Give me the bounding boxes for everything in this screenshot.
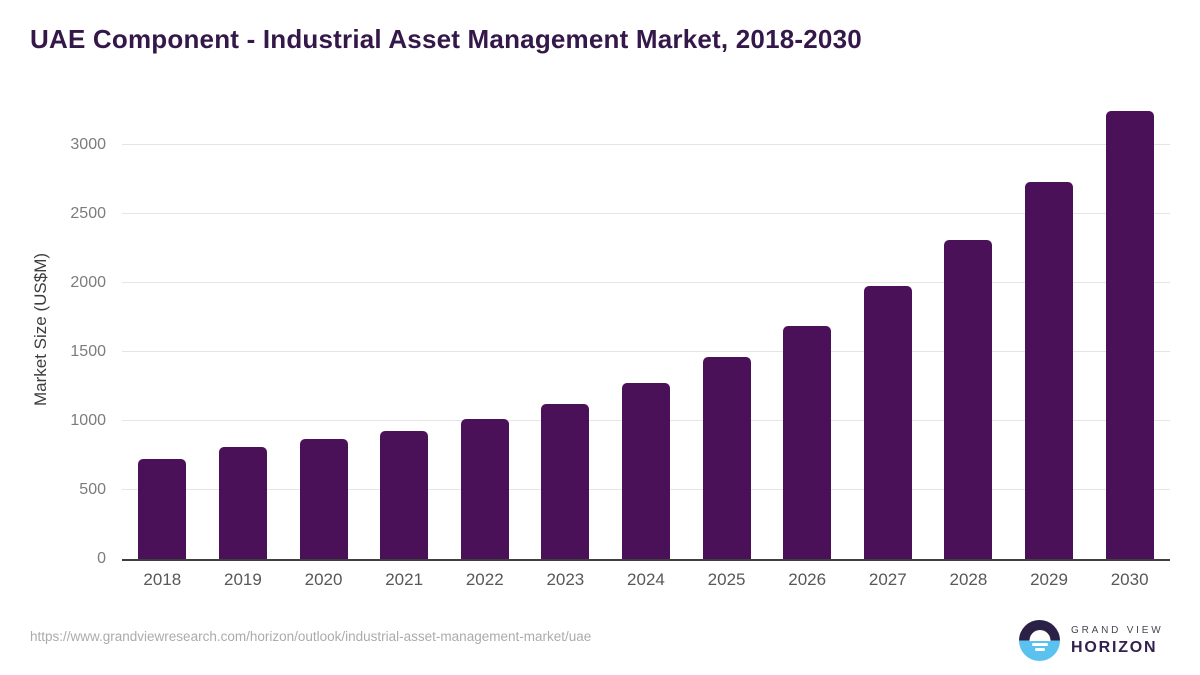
plot-area: 2018 2019 2020 2021 2022 2023 2024 2025 2026 2027… bbox=[122, 99, 1170, 589]
bar-2025 bbox=[702, 356, 751, 559]
bar-2028 bbox=[944, 239, 993, 559]
brand-logo: GRAND VIEW HORIZON bbox=[1019, 620, 1163, 661]
bar-slot-2022: 2022 bbox=[444, 99, 525, 589]
bar-slot-2021: 2021 bbox=[364, 99, 445, 589]
bar-2022 bbox=[460, 418, 509, 559]
x-tick-label-2021: 2021 bbox=[385, 570, 424, 589]
x-tick-label-2026: 2026 bbox=[788, 570, 827, 589]
reflection-line-1 bbox=[1031, 642, 1048, 646]
x-tick-label-2027: 2027 bbox=[868, 570, 907, 589]
x-tick-label-2018: 2018 bbox=[143, 570, 182, 589]
bar-2019 bbox=[218, 447, 267, 559]
bar-slot-2027: 2027 bbox=[847, 99, 928, 589]
y-tick-label-1000: 1000 bbox=[70, 412, 106, 429]
x-tick-label-2020: 2020 bbox=[304, 570, 343, 589]
sun-dome-shape bbox=[1029, 629, 1050, 641]
bar-slot-2026: 2026 bbox=[767, 99, 848, 589]
source-url-text: https://www.grandviewresearch.com/horizo… bbox=[30, 629, 592, 644]
x-tick-label-2022: 2022 bbox=[465, 570, 504, 589]
bar-slot-2025: 2025 bbox=[686, 99, 767, 589]
x-tick-label-2025: 2025 bbox=[707, 570, 746, 589]
brand-logo-text: GRAND VIEW HORIZON bbox=[1071, 625, 1163, 657]
y-tick-label-0: 0 bbox=[97, 550, 106, 567]
bar-slot-2030: 2030 bbox=[1089, 99, 1170, 589]
bar-slot-2018: 2018 bbox=[122, 99, 203, 589]
bar-slot-2028: 2028 bbox=[928, 99, 1009, 589]
y-axis-ticks: 0 500 1000 1500 2000 2500 3000 bbox=[0, 99, 106, 567]
bar-2018 bbox=[138, 458, 187, 559]
brand-name-top: GRAND VIEW bbox=[1071, 624, 1164, 636]
gridline-2000 bbox=[122, 282, 1170, 283]
y-tick-label-1500: 1500 bbox=[70, 343, 106, 360]
x-tick-label-2023: 2023 bbox=[546, 570, 585, 589]
y-tick-label-2500: 2500 bbox=[70, 205, 106, 222]
horizon-sunrise-icon bbox=[1019, 620, 1060, 661]
bar-series: 2018 2019 2020 2021 2022 2023 2024 2025 2026 2027… bbox=[122, 99, 1170, 589]
reflection-line-2 bbox=[1034, 648, 1045, 652]
bar-2026 bbox=[783, 325, 832, 559]
bar-2027 bbox=[863, 286, 912, 559]
bar-2023 bbox=[541, 403, 590, 559]
x-tick-label-2030: 2030 bbox=[1110, 570, 1149, 589]
bar-2021 bbox=[380, 430, 429, 559]
bar-slot-2019: 2019 bbox=[203, 99, 284, 589]
x-tick-label-2029: 2029 bbox=[1030, 570, 1068, 589]
x-tick-label-2028: 2028 bbox=[949, 570, 988, 589]
brand-name-bottom: HORIZON bbox=[1071, 638, 1158, 656]
x-tick-label-2024: 2024 bbox=[627, 570, 665, 589]
bar-slot-2029: 2029 bbox=[1009, 99, 1090, 589]
gridline-2500 bbox=[122, 213, 1170, 214]
bar-slot-2020: 2020 bbox=[283, 99, 364, 589]
bar-2030 bbox=[1105, 111, 1154, 559]
gridline-1500 bbox=[122, 351, 1170, 352]
y-tick-label-3000: 3000 bbox=[70, 136, 106, 153]
y-tick-label-500: 500 bbox=[79, 481, 106, 498]
gridline-3000 bbox=[122, 144, 1170, 145]
bar-2029 bbox=[1025, 182, 1073, 559]
bar-slot-2024: 2024 bbox=[606, 99, 687, 589]
x-tick-label-2019: 2019 bbox=[224, 570, 262, 589]
y-tick-label-2000: 2000 bbox=[70, 274, 106, 291]
bar-2020 bbox=[299, 438, 348, 559]
bar-slot-2023: 2023 bbox=[525, 99, 606, 589]
page-title: UAE Component - Industrial Asset Managem… bbox=[30, 24, 862, 54]
bar-2024 bbox=[621, 383, 670, 559]
